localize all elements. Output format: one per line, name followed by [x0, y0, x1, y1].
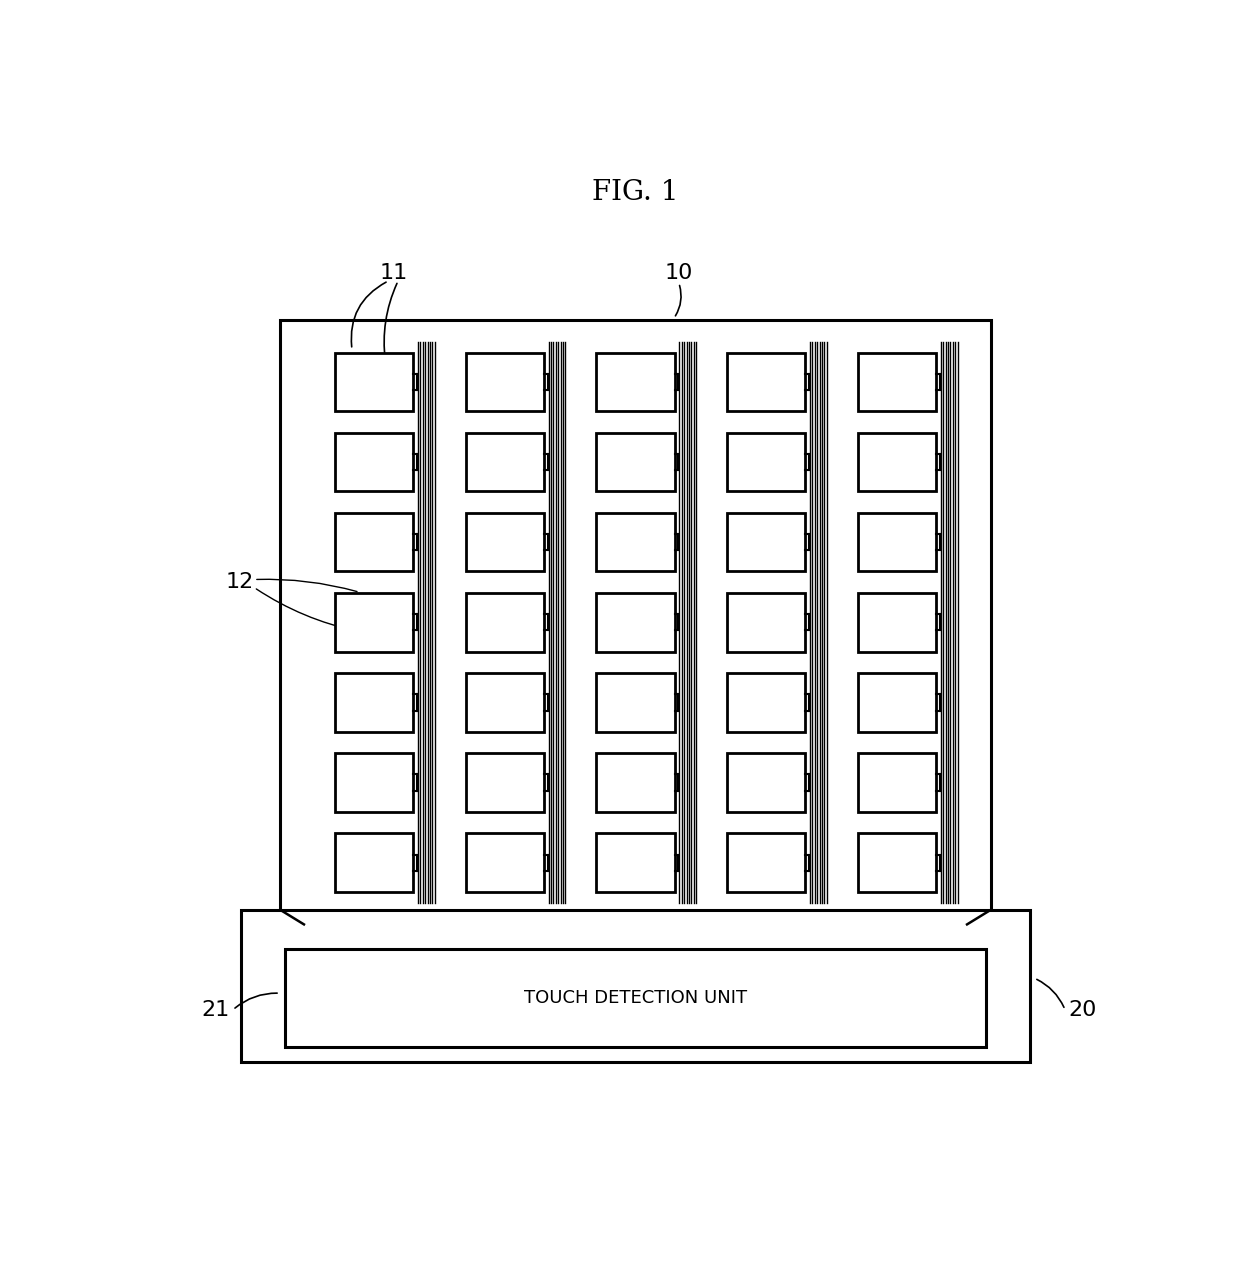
Bar — [465, 433, 544, 491]
Text: 20: 20 — [1068, 1000, 1096, 1020]
Bar — [858, 833, 936, 892]
Bar — [335, 433, 413, 491]
Bar — [335, 674, 413, 731]
Bar — [335, 593, 413, 652]
Bar — [335, 352, 413, 411]
Bar — [727, 352, 806, 411]
Bar — [858, 593, 936, 652]
Bar — [727, 433, 806, 491]
Bar — [465, 753, 544, 812]
Bar — [596, 513, 675, 572]
Bar — [727, 833, 806, 892]
Bar — [858, 352, 936, 411]
Bar — [596, 433, 675, 491]
Text: 10: 10 — [665, 263, 693, 283]
Bar — [596, 833, 675, 892]
Bar — [727, 513, 806, 572]
Text: 21: 21 — [201, 1000, 229, 1020]
Text: 11: 11 — [379, 263, 408, 283]
Bar — [596, 753, 675, 812]
Bar — [727, 593, 806, 652]
Bar — [465, 513, 544, 572]
Bar — [335, 513, 413, 572]
Bar — [335, 833, 413, 892]
Bar — [858, 513, 936, 572]
Bar — [727, 674, 806, 731]
Bar — [242, 910, 1029, 1062]
Bar — [727, 753, 806, 812]
Bar — [285, 949, 986, 1048]
Text: TOUCH DETECTION UNIT: TOUCH DETECTION UNIT — [525, 989, 746, 1007]
Bar — [596, 674, 675, 731]
Bar — [465, 352, 544, 411]
Bar — [858, 753, 936, 812]
Bar — [280, 320, 991, 924]
Bar — [596, 593, 675, 652]
Bar — [465, 674, 544, 731]
Bar — [596, 352, 675, 411]
Bar — [465, 833, 544, 892]
Bar — [858, 433, 936, 491]
Bar — [465, 593, 544, 652]
Bar — [335, 753, 413, 812]
Text: FIG. 1: FIG. 1 — [593, 179, 678, 205]
Bar — [858, 674, 936, 731]
Text: 12: 12 — [226, 573, 254, 592]
